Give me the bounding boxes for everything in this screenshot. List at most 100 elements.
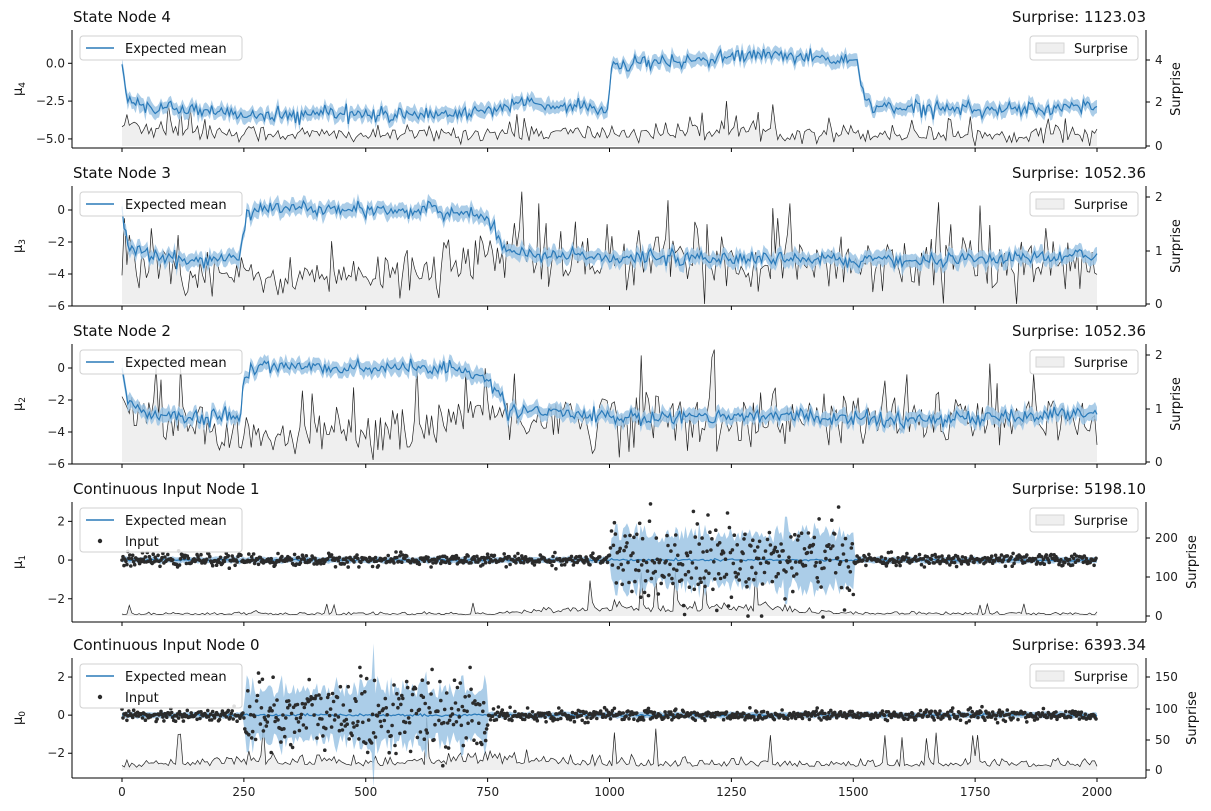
input-point [590,712,594,717]
input-point [542,711,546,716]
input-point [399,550,403,554]
input-point [833,571,838,575]
input-point [273,719,277,724]
input-point [210,563,215,568]
y-axis-label-symbol: μ [11,88,26,96]
input-point [227,566,232,570]
input-point [693,535,698,539]
input-point [980,704,984,709]
input-point [209,718,214,722]
input-point [724,710,729,714]
input-point [728,550,733,555]
input-point [241,711,245,715]
input-point [997,708,1002,712]
input-point [750,565,754,570]
input-point [638,595,643,599]
input-point [397,559,401,564]
input-point [286,699,291,703]
input-point [196,555,200,559]
input-point [701,712,705,717]
input-point [364,741,368,746]
input-point [959,562,964,566]
input-point [458,681,463,685]
input-point [999,553,1004,557]
input-point [1071,556,1076,561]
input-point [284,716,288,720]
input-point [490,714,495,718]
input-point [338,684,343,689]
input-point [836,505,841,509]
input-point [1068,715,1073,720]
legend-left: Expected mean [79,191,243,217]
input-point [228,715,232,719]
input-point [656,592,661,596]
input-point [632,717,636,721]
input-point [886,550,891,555]
input-point [683,572,688,577]
input-point [352,560,356,564]
input-point [682,612,687,617]
input-point [910,712,915,716]
input-point [504,565,509,569]
input-point [612,706,617,711]
input-point [955,714,960,719]
input-point [948,563,952,567]
input-point [1073,709,1078,714]
input-point [793,716,798,721]
input-point [803,563,808,568]
input-point [198,716,202,721]
input-point [235,560,239,564]
input-point [226,708,231,713]
legend-surprise-swatch [1035,42,1065,54]
y-axis-label-symbol: μ [11,717,26,725]
legend-input-marker [97,694,103,700]
input-point [508,705,512,710]
mean-band [122,352,1097,435]
input-point [455,685,460,690]
surprise-total: Surprise: 1052.36 [1012,322,1146,340]
input-point [366,718,371,722]
input-point [329,725,334,729]
input-point [671,581,675,586]
input-point [869,717,873,721]
input-point [1019,555,1023,559]
input-point [208,554,212,559]
legend-label: Surprise [1074,198,1128,213]
input-point [513,554,517,559]
input-point [624,714,628,718]
input-point [319,696,323,701]
input-point [425,731,430,735]
input-point [224,715,229,719]
input-point [269,556,274,561]
input-point [746,715,750,720]
input-point [337,728,342,733]
legend-label: Expected mean [125,198,227,213]
input-point [199,552,203,557]
input-point [618,546,622,551]
input-point [422,559,427,564]
input-point [1083,712,1088,717]
input-point [828,558,832,563]
input-point [250,729,255,734]
input-point [681,710,686,714]
input-points [120,665,1098,768]
input-point [925,555,930,559]
input-point [689,576,694,580]
input-point [333,713,338,717]
input-point [559,709,564,713]
input-point [153,712,157,717]
input-point [598,709,603,713]
input-point [396,705,400,710]
y2-tick-label: 100 [1155,570,1178,584]
x-tick-label: 250 [232,785,255,799]
input-point [398,731,402,736]
input-point [394,550,398,554]
input-point [806,531,811,535]
input-point [818,560,822,565]
y2-tick-label: 2 [1155,348,1163,362]
input-point [250,558,255,562]
input-point [356,719,360,724]
input-point [282,727,286,731]
input-point [627,580,631,585]
panel-title: State Node 2 [73,322,171,340]
